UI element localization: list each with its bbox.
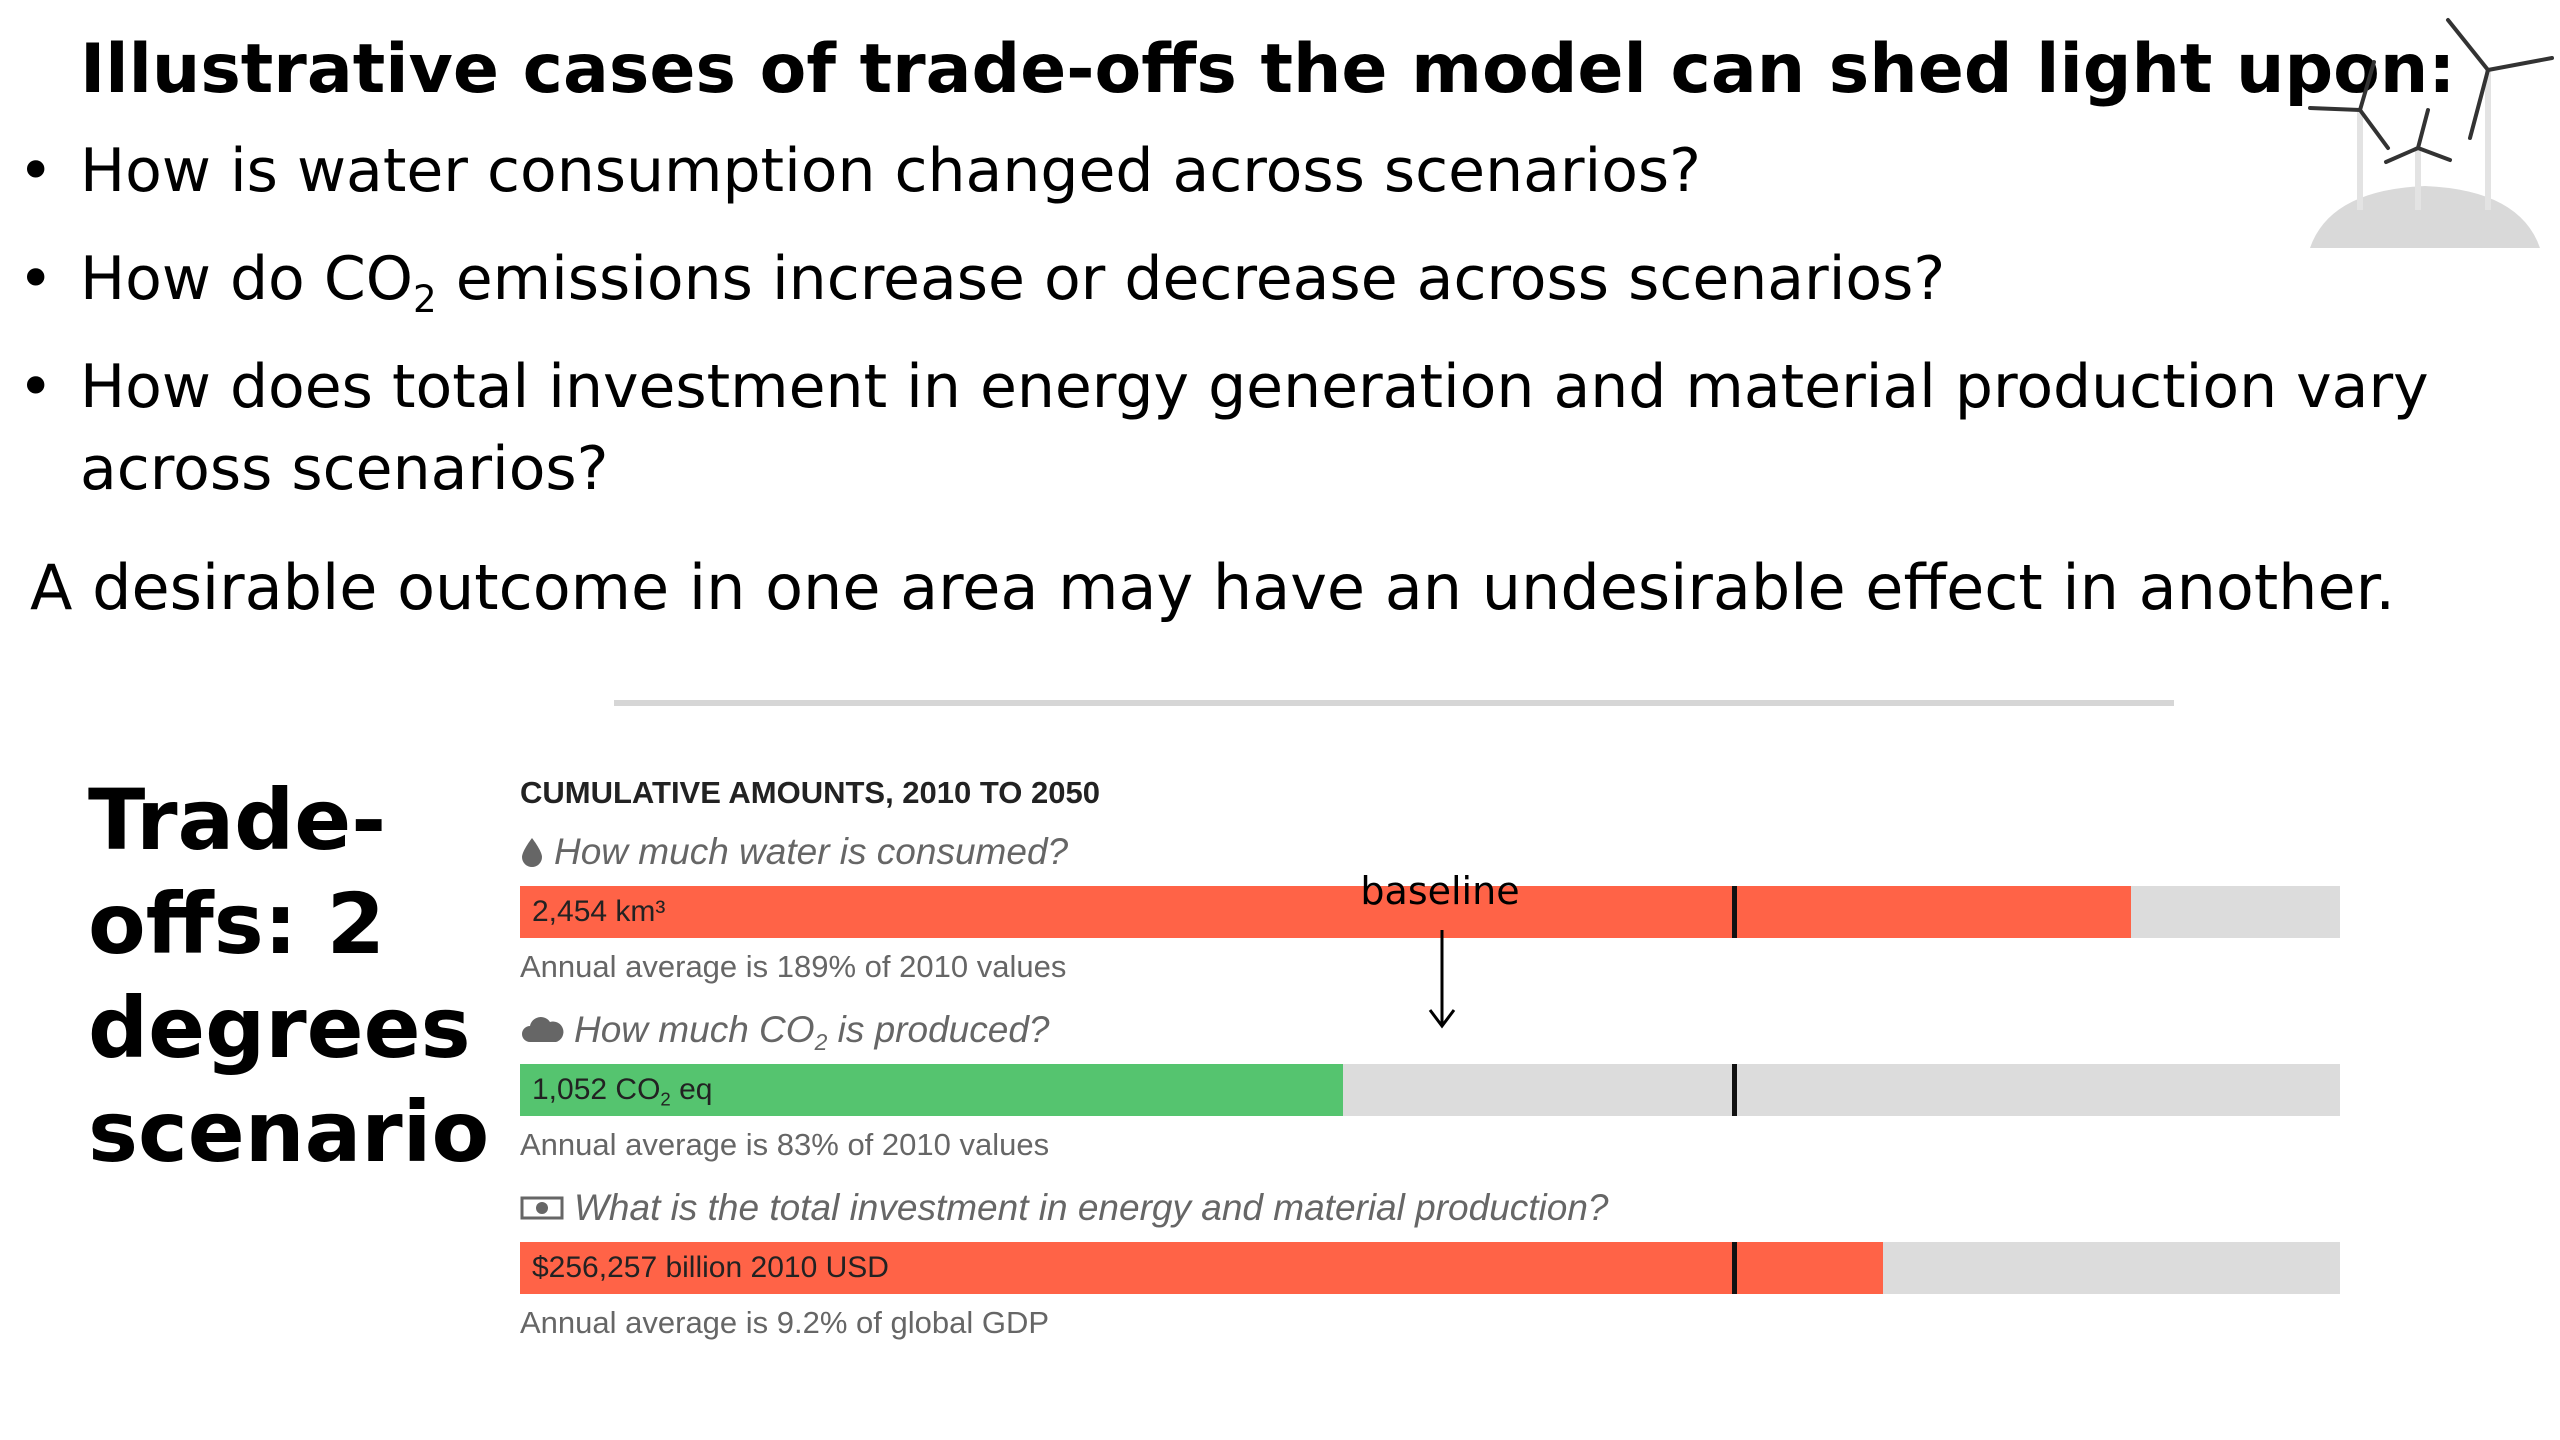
bullet-text: How do CO2 emissions increase or decreas…	[80, 244, 1946, 318]
bullet-investment: • How does total investment in energy ge…	[0, 346, 2460, 510]
bullet-marker: •	[18, 352, 54, 422]
down-arrow-icon	[1428, 930, 1456, 1029]
baseline-label: baseline	[1360, 869, 1520, 913]
scenario-label-line: degrees	[88, 979, 471, 1077]
cloud-icon	[522, 1017, 564, 1042]
bar-note: Annual average is 83% of 2010 values	[520, 1127, 1050, 1162]
bar-fill	[520, 1064, 1343, 1116]
investment-bar: $256,257 billion 2010 USD	[520, 1242, 2340, 1294]
bar-value: 2,454 km³	[532, 895, 666, 928]
subscript: 2	[412, 277, 437, 322]
money-bill-icon	[520, 1196, 564, 1220]
question-text: How much CO2 is produced?	[574, 1009, 1050, 1053]
baseline-marker	[1731, 1242, 1737, 1294]
bullet-text-part: How do CO	[80, 244, 413, 314]
bar-value-part: eq	[670, 1073, 713, 1106]
question-row: How much water is consumed?	[520, 818, 2340, 886]
scenario-label-line: scenario	[88, 1083, 490, 1181]
question-text-part: is produced?	[827, 1009, 1050, 1050]
wind-turbines-icon	[2308, 18, 2554, 248]
bullet-water: • How is water consumption changed acros…	[0, 130, 2460, 212]
scenario-label: Trade- offs: 2 degrees scenario	[88, 768, 490, 1184]
question-row: How much CO2 is produced?	[520, 996, 2340, 1064]
bar-value: 1,052 CO2 eq	[532, 1064, 712, 1116]
question-list: • How is water consumption changed acros…	[0, 130, 2460, 536]
panel-heading: CUMULATIVE AMOUNTS, 2010 TO 2050	[520, 775, 1100, 810]
bullet-text: How is water consumption changed across …	[80, 136, 1702, 206]
subscript: 2	[814, 1029, 828, 1056]
bar-fill	[520, 886, 2131, 938]
bar-value-part: 1,052 CO	[532, 1073, 661, 1106]
question-row: What is the total investment in energy a…	[520, 1174, 2340, 1242]
bar-fill	[520, 1242, 1884, 1294]
bar-value: $256,257 billion 2010 USD	[532, 1251, 889, 1284]
water-bar: 2,454 km³	[520, 886, 2340, 938]
bullet-marker: •	[18, 136, 54, 206]
bullet-marker: •	[18, 244, 54, 314]
bar-note: Annual average is 189% of 2010 values	[520, 949, 1067, 984]
bullet-co2: • How do CO2 emissions increase or decre…	[0, 238, 2460, 320]
metric-co2: How much CO2 is produced? 1,052 CO2 eq A…	[520, 996, 2340, 1174]
water-drop-icon	[522, 838, 542, 867]
subscript: 2	[660, 1088, 671, 1110]
bullet-text: How does total investment in energy gene…	[80, 352, 2429, 504]
bar-note: Annual average is 9.2% of global GDP	[520, 1305, 1050, 1340]
co2-bar: 1,052 CO2 eq	[520, 1064, 2340, 1116]
bullet-text-part: emissions increase or decrease across sc…	[436, 244, 1946, 314]
conclusion-statement: A desirable outcome in one area may have…	[30, 551, 2396, 624]
divider	[614, 700, 2174, 706]
slide-title: Illustrative cases of trade-offs the mod…	[80, 30, 2456, 109]
metric-investment: What is the total investment in energy a…	[520, 1174, 2340, 1352]
scenario-label-line: Trade-	[88, 771, 387, 869]
question-text: What is the total investment in energy a…	[574, 1187, 1609, 1228]
baseline-marker	[1731, 886, 1737, 938]
cumulative-amounts-panel: CUMULATIVE AMOUNTS, 2010 TO 2050 How muc…	[520, 768, 2340, 1352]
question-text: How much water is consumed?	[554, 831, 1069, 872]
baseline-marker	[1731, 1064, 1737, 1116]
scenario-label-line: offs: 2	[88, 875, 386, 973]
metric-water: How much water is consumed? 2,454 km³ An…	[520, 818, 2340, 996]
question-text-part: How much CO	[574, 1009, 815, 1050]
